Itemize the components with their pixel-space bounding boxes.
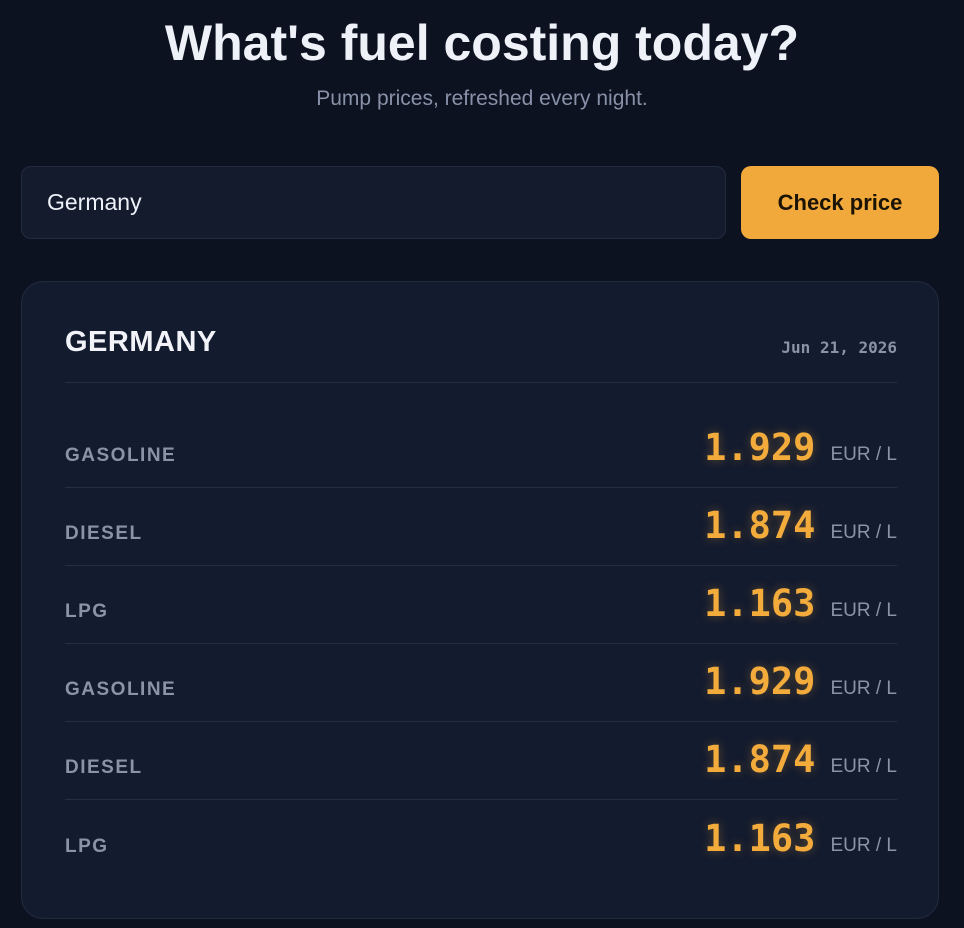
fuel-unit: EUR / L: [830, 600, 897, 621]
price-value-group: 1.874 EUR / L: [704, 504, 897, 547]
result-card-header: GERMANY Jun 21, 2026: [65, 322, 897, 383]
page-subtitle: Pump prices, refreshed every night.: [316, 87, 648, 110]
price-row: DIESEL 1.874 EUR / L: [65, 722, 897, 800]
result-card: GERMANY Jun 21, 2026 GASOLINE 1.929 EUR …: [21, 281, 939, 919]
price-value-group: 1.874 EUR / L: [704, 738, 897, 781]
price-list: GASOLINE 1.929 EUR / L DIESEL 1.874 EUR …: [65, 383, 897, 878]
price-value-group: 1.929 EUR / L: [704, 660, 897, 703]
fuel-price: 1.874: [704, 504, 816, 547]
fuel-unit: EUR / L: [830, 756, 897, 777]
price-value-group: 1.163 EUR / L: [704, 582, 897, 625]
fuel-label: GASOLINE: [65, 679, 177, 700]
price-row: LPG 1.163 EUR / L: [65, 800, 897, 878]
price-row: DIESEL 1.874 EUR / L: [65, 488, 897, 566]
price-row: GASOLINE 1.929 EUR / L: [65, 383, 897, 488]
check-price-button[interactable]: Check price: [741, 166, 939, 239]
page-title: What's fuel costing today?: [164, 15, 800, 71]
fuel-unit: EUR / L: [830, 444, 897, 465]
fuel-unit: EUR / L: [830, 835, 897, 856]
price-value-group: 1.163 EUR / L: [704, 817, 897, 860]
country-search-input[interactable]: [21, 166, 726, 239]
fuel-unit: EUR / L: [830, 678, 897, 699]
fuel-label: LPG: [65, 601, 109, 622]
fuel-price: 1.929: [704, 660, 816, 703]
fuel-label: GASOLINE: [65, 445, 177, 466]
result-date: Jun 21, 2026: [781, 338, 897, 357]
result-country: GERMANY: [65, 326, 217, 358]
price-row: LPG 1.163 EUR / L: [65, 566, 897, 644]
fuel-price: 1.874: [704, 738, 816, 781]
fuel-price: 1.163: [704, 817, 816, 860]
fuel-label: DIESEL: [65, 757, 143, 778]
fuel-label: DIESEL: [65, 523, 143, 544]
fuel-price: 1.163: [704, 582, 816, 625]
price-row: GASOLINE 1.929 EUR / L: [65, 644, 897, 722]
price-value-group: 1.929 EUR / L: [704, 426, 897, 469]
fuel-price: 1.929: [704, 426, 816, 469]
fuel-label: LPG: [65, 836, 109, 857]
fuel-unit: EUR / L: [830, 522, 897, 543]
